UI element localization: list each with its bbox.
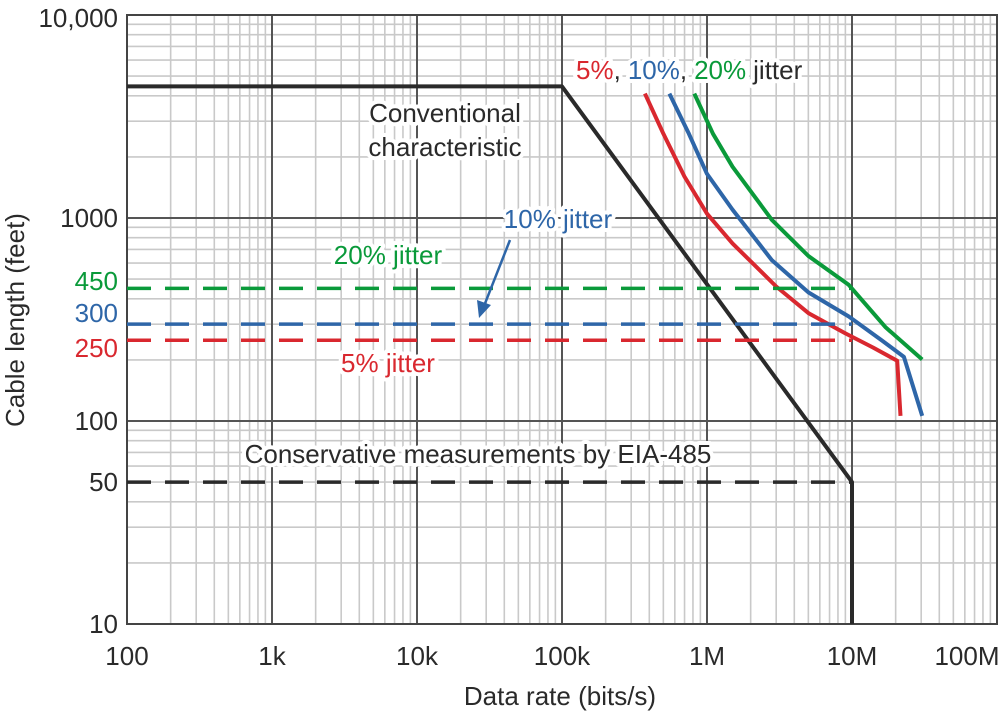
series-line-conventional (127, 84, 854, 624)
y-tick-label: 10 (89, 609, 118, 639)
y-axis-label: Cable length (feet) (0, 213, 30, 427)
y-tick-label: 50 (89, 467, 118, 497)
y-tick-label: 300 (75, 298, 118, 328)
series (127, 84, 925, 624)
y-tick-label: 10,000 (38, 3, 118, 33)
annotation-5-jitter: 5% jitter (341, 348, 435, 378)
annotation-conventional-line2: characteristic (368, 132, 521, 162)
x-axis-label: Data rate (bits/s) (464, 681, 656, 711)
legend-entry-legend_20: 20% (694, 55, 746, 85)
series-line-jitter5 (643, 92, 903, 417)
arrow-head (477, 300, 491, 318)
legend-jitter-colors: 5%, 10%, 20% jitter (576, 55, 803, 85)
legend-entry-legend_jitter: jitter (752, 55, 802, 85)
annotations: Conventional characteristic 10% jitter 20% … (241, 51, 807, 473)
series-line-jitter20 (692, 92, 924, 362)
legend-entry-legend_sep1: , (614, 55, 621, 85)
x-tick-label: 1M (689, 641, 725, 671)
x-tick-label: 100k (534, 641, 591, 671)
x-tick-label: 1k (258, 641, 286, 671)
arrow-10-jitter (477, 239, 512, 318)
x-tick-label: 10M (827, 641, 878, 671)
annotation-20-jitter: 20% jitter (334, 240, 443, 270)
x-tick-label: 10k (396, 641, 439, 671)
y-tick-label: 1000 (60, 203, 118, 233)
legend-entry-legend_10: 10% (628, 55, 680, 85)
annotation-eia485: Conservative measurements by EIA-485 (245, 439, 712, 469)
annotation-10-jitter: 10% jitter (504, 204, 613, 234)
series-line-jitter10 (667, 92, 925, 417)
legend-entry-legend_5: 5% (576, 55, 614, 85)
plot-border (126, 14, 998, 625)
y-tick-label: 450 (75, 266, 118, 296)
legend-entry-legend_sep2: , (680, 55, 687, 85)
arrow-shaft (482, 239, 512, 307)
x-tick-label: 100 (105, 641, 148, 671)
annotation-conventional-line1: Conventional (369, 98, 521, 128)
y-tick-label: 100 (75, 406, 118, 436)
grid (126, 14, 998, 625)
x-tick-label: 100M (934, 641, 999, 671)
y-tick-label: 250 (75, 333, 118, 363)
